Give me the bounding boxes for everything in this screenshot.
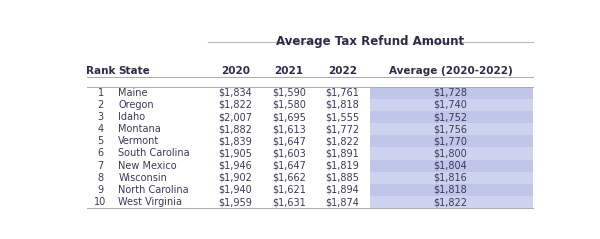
Text: $1,613: $1,613 (272, 124, 306, 134)
Text: Rank: Rank (86, 66, 115, 76)
Bar (370, 172, 533, 184)
Text: 9: 9 (98, 185, 104, 195)
Text: State: State (118, 66, 150, 76)
Bar (370, 111, 533, 123)
Text: $1,756: $1,756 (433, 124, 467, 134)
Text: $1,891: $1,891 (325, 148, 359, 158)
Text: $1,647: $1,647 (272, 136, 306, 146)
Text: $1,603: $1,603 (272, 148, 306, 158)
Text: $1,905: $1,905 (218, 148, 253, 158)
Text: $1,555: $1,555 (325, 112, 359, 122)
Text: $1,804: $1,804 (434, 161, 467, 171)
Text: 5: 5 (97, 136, 104, 146)
Text: Oregon: Oregon (118, 100, 154, 110)
Text: $1,631: $1,631 (272, 197, 306, 207)
Text: $1,695: $1,695 (272, 112, 306, 122)
Text: $1,959: $1,959 (218, 197, 253, 207)
Text: $1,621: $1,621 (272, 185, 306, 195)
Text: $1,819: $1,819 (325, 161, 359, 171)
Text: South Carolina: South Carolina (118, 148, 190, 158)
Bar (370, 196, 533, 208)
Text: West Virginia: West Virginia (118, 197, 182, 207)
Text: $1,728: $1,728 (433, 88, 467, 98)
Text: $1,590: $1,590 (272, 88, 306, 98)
Text: $2,007: $2,007 (218, 112, 253, 122)
Text: $1,834: $1,834 (218, 88, 252, 98)
Bar (370, 184, 533, 196)
Text: 2: 2 (97, 100, 104, 110)
Text: $1,800: $1,800 (434, 148, 467, 158)
Text: Average (2020-2022): Average (2020-2022) (389, 66, 512, 76)
Text: $1,662: $1,662 (272, 173, 306, 183)
Text: $1,822: $1,822 (433, 197, 467, 207)
Text: 10: 10 (94, 197, 107, 207)
Text: $1,874: $1,874 (325, 197, 359, 207)
Text: 4: 4 (98, 124, 104, 134)
Text: $1,580: $1,580 (272, 100, 306, 110)
Bar (370, 87, 533, 99)
Text: $1,770: $1,770 (433, 136, 467, 146)
Text: $1,752: $1,752 (433, 112, 467, 122)
Text: $1,647: $1,647 (272, 161, 306, 171)
Text: 2020: 2020 (221, 66, 250, 76)
Bar (370, 159, 533, 172)
Text: $1,822: $1,822 (325, 136, 359, 146)
Bar (370, 135, 533, 147)
Text: $1,946: $1,946 (218, 161, 252, 171)
Text: New Mexico: New Mexico (118, 161, 177, 171)
Text: $1,740: $1,740 (434, 100, 467, 110)
Text: $1,772: $1,772 (325, 124, 359, 134)
Text: North Carolina: North Carolina (118, 185, 189, 195)
Text: 2022: 2022 (328, 66, 357, 76)
Text: 1: 1 (98, 88, 104, 98)
Text: Idaho: Idaho (118, 112, 145, 122)
Bar (370, 123, 533, 135)
Text: Vermont: Vermont (118, 136, 160, 146)
Text: $1,885: $1,885 (325, 173, 359, 183)
Text: $1,839: $1,839 (218, 136, 252, 146)
Text: Maine: Maine (118, 88, 148, 98)
Text: $1,822: $1,822 (218, 100, 253, 110)
Text: $1,894: $1,894 (325, 185, 359, 195)
Text: 2021: 2021 (274, 66, 304, 76)
Bar (370, 99, 533, 111)
Text: $1,902: $1,902 (218, 173, 253, 183)
Text: $1,761: $1,761 (325, 88, 359, 98)
Text: 8: 8 (98, 173, 104, 183)
Text: 6: 6 (98, 148, 104, 158)
Text: $1,882: $1,882 (218, 124, 253, 134)
Text: $1,940: $1,940 (218, 185, 252, 195)
Text: Wisconsin: Wisconsin (118, 173, 167, 183)
Text: 3: 3 (98, 112, 104, 122)
Text: Average Tax Refund Amount: Average Tax Refund Amount (276, 35, 464, 48)
Text: Montana: Montana (118, 124, 161, 134)
Text: 7: 7 (97, 161, 104, 171)
Bar (370, 147, 533, 159)
Text: $1,818: $1,818 (434, 185, 467, 195)
Text: $1,816: $1,816 (434, 173, 467, 183)
Text: $1,818: $1,818 (325, 100, 359, 110)
